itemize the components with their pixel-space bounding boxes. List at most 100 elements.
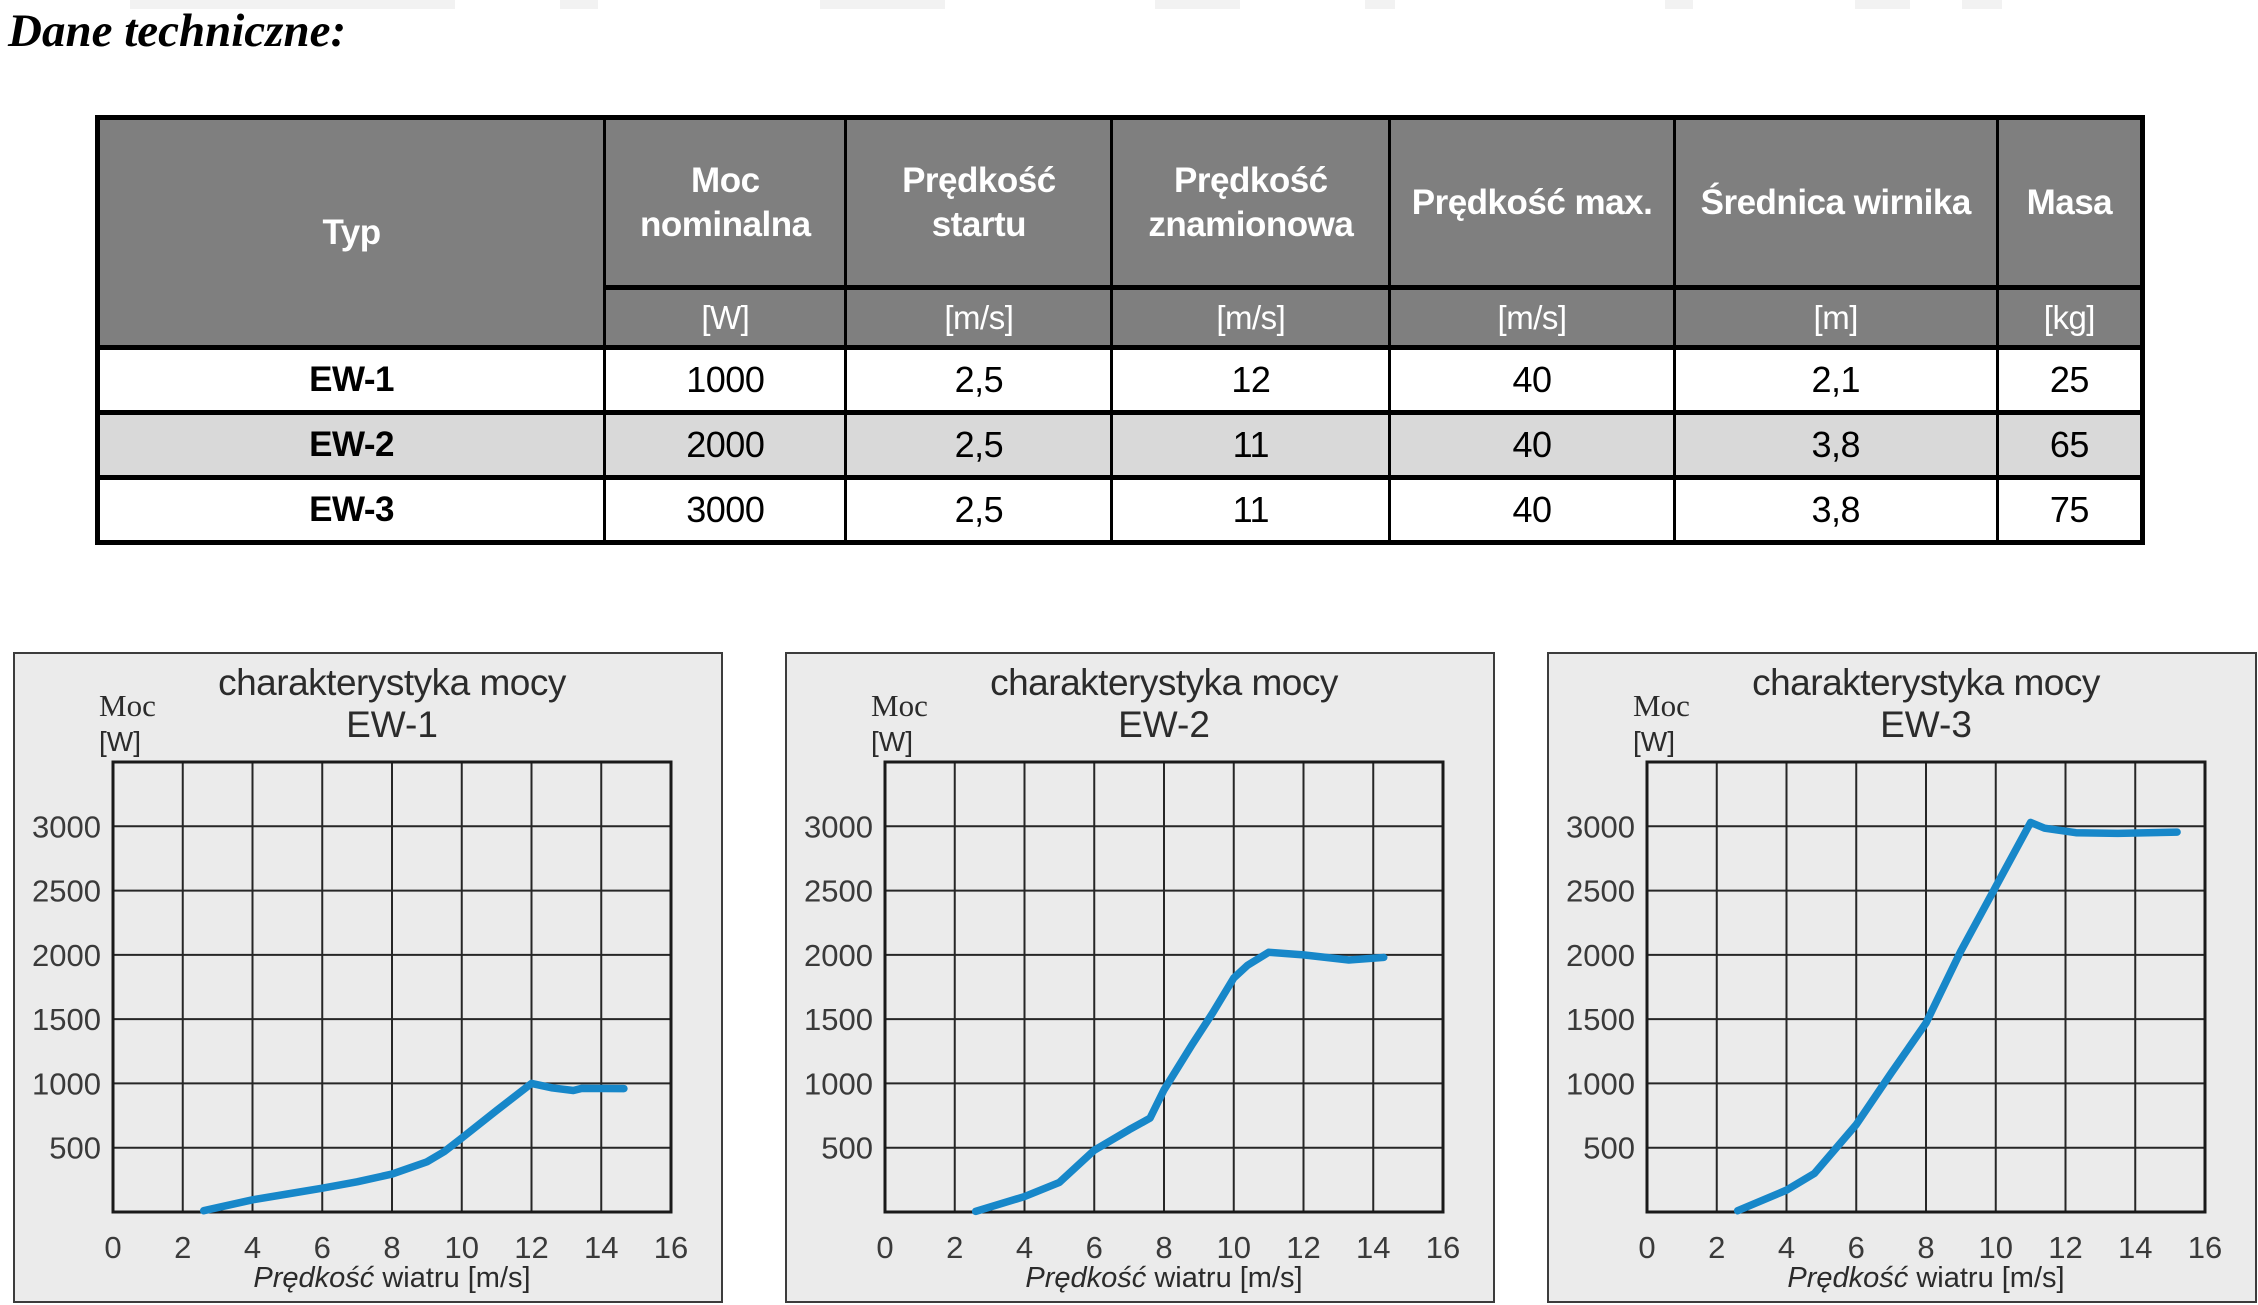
unit-kg: [kg]: [1995, 285, 2145, 350]
chart-title: charakterystyka mocy: [990, 662, 1338, 703]
column-header-srednica-wirnika: Średnica wirnika: [1672, 115, 1999, 290]
scan-artifact: [1855, 0, 1910, 9]
y-tick-label: 1000: [1566, 1066, 1635, 1101]
x-tick-label: 10: [1979, 1230, 2013, 1265]
x-tick-label: 6: [1848, 1230, 1865, 1265]
y-axis-unit: [W]: [871, 726, 913, 757]
cell-typ: EW-1: [95, 345, 607, 415]
cell-value: 40: [1388, 410, 1676, 480]
y-tick-label: 500: [49, 1131, 101, 1166]
x-axis-label-italic: Prędkość: [253, 1262, 375, 1294]
x-axis-label-italic: Prędkość: [1025, 1262, 1147, 1294]
column-header-predkosc-znamionowa: Prędkość znamionowa: [1110, 115, 1392, 290]
scan-artifact: [1365, 0, 1395, 9]
x-tick-label: 4: [244, 1230, 261, 1265]
chart-subtitle: EW-2: [1118, 704, 1210, 745]
x-tick-label: 2: [1708, 1230, 1725, 1265]
column-header-masa: Masa: [1995, 115, 2145, 290]
y-tick-label: 1500: [32, 1002, 101, 1037]
y-tick-label: 2500: [804, 874, 873, 909]
plot-frame: [883, 760, 1445, 1214]
cell-value: 2,5: [844, 410, 1114, 480]
x-tick-label: 16: [654, 1230, 688, 1265]
x-axis-label-rest: wiatru [m/s]: [374, 1262, 531, 1294]
x-axis-label: Prędkość wiatru [m/s]: [113, 1262, 671, 1295]
unit-ms-2: [m/s]: [1110, 285, 1392, 350]
x-axis-label-italic: Prędkość: [1787, 1262, 1909, 1294]
power-curve: [199, 1079, 628, 1215]
cell-value: 11: [1110, 475, 1392, 545]
unit-ms-1: [m/s]: [844, 285, 1114, 350]
cell-value: 3000: [603, 475, 848, 545]
x-tick-label: 10: [445, 1230, 479, 1265]
scan-artifact: [130, 0, 455, 9]
chart-subtitle: EW-3: [1880, 704, 1972, 745]
y-axis-unit: [W]: [99, 726, 141, 757]
scan-artifact: [1665, 0, 1693, 9]
x-tick-label: 8: [1155, 1230, 1172, 1265]
x-tick-label: 16: [1426, 1230, 1460, 1265]
power-curve: [971, 948, 1388, 1216]
x-tick-label: 0: [876, 1230, 893, 1265]
y-tick-label: 2500: [32, 874, 101, 909]
cell-value: 75: [1995, 475, 2145, 545]
unit-w: [W]: [603, 285, 848, 350]
table-row-ew1: EW-1 1000 2,5 12 40 2,1 25: [95, 345, 2145, 415]
x-tick-label: 4: [1016, 1230, 1033, 1265]
cell-value: 40: [1388, 475, 1676, 545]
power-chart-ew1: 500 1000 1500 2000 2500 3000 0 2 4 6 8 10 12 14 16 cha…: [13, 652, 723, 1303]
x-tick-label: 2: [174, 1230, 191, 1265]
y-axis-unit: [W]: [1633, 726, 1675, 757]
column-header-moc-nominalna: Moc nominalna: [603, 115, 848, 290]
cell-typ: EW-2: [95, 410, 607, 480]
chart-title: charakterystyka mocy: [1752, 662, 2100, 703]
plot-frame: [111, 760, 673, 1214]
column-header-typ: Typ: [95, 115, 607, 350]
x-tick-label: 12: [2048, 1230, 2082, 1265]
chart-subtitle: EW-1: [346, 704, 438, 745]
y-tick-label: 3000: [32, 809, 101, 844]
table-row-ew2: EW-2 2000 2,5 11 40 3,8 65: [95, 410, 2145, 480]
scan-artifact: [560, 0, 598, 9]
cell-typ: EW-3: [95, 475, 607, 545]
y-axis-label: Moc: [1633, 688, 1690, 723]
y-tick-label: 1500: [1566, 1002, 1635, 1037]
x-tick-label: 14: [584, 1230, 618, 1265]
x-tick-label: 4: [1778, 1230, 1795, 1265]
x-tick-label: 8: [1917, 1230, 1934, 1265]
y-tick-label: 500: [821, 1131, 873, 1166]
cell-value: 1000: [603, 345, 848, 415]
chart-plot-area: 500 1000 1500 2000 2500 3000 0 2 4 6 8 10 12 14 16: [1566, 760, 2222, 1265]
cell-value: 2,5: [844, 475, 1114, 545]
spec-table: Typ Moc nominalna Prędkość startu Prędko…: [95, 115, 2145, 545]
power-chart-ew2: 500 1000 1500 2000 2500 3000 0 2 4 6 8 10 12 14 16 cha…: [785, 652, 1495, 1303]
table-row-ew3: EW-3 3000 2,5 11 40 3,8 75: [95, 475, 2145, 545]
page-title: Dane techniczne:: [8, 5, 347, 57]
y-tick-label: 3000: [1566, 809, 1635, 844]
cell-value: 3,8: [1672, 410, 1999, 480]
x-axis-label-rest: wiatru [m/s]: [1908, 1262, 2065, 1294]
y-tick-label: 1000: [804, 1066, 873, 1101]
x-tick-label: 0: [1638, 1230, 1655, 1265]
scan-artifact: [820, 0, 945, 9]
chart-title: charakterystyka mocy: [218, 662, 566, 703]
scan-artifact: [1155, 0, 1240, 9]
cell-value: 65: [1995, 410, 2145, 480]
cell-value: 2,5: [844, 345, 1114, 415]
x-axis-label: Prędkość wiatru [m/s]: [885, 1262, 1443, 1295]
x-tick-label: 8: [383, 1230, 400, 1265]
column-header-predkosc-max: Prędkość max.: [1388, 115, 1676, 290]
chart-plot-area: 500 1000 1500 2000 2500 3000 0 2 4 6 8 10 12 14 16: [804, 760, 1460, 1265]
x-tick-label: 14: [1356, 1230, 1390, 1265]
x-tick-label: 6: [314, 1230, 331, 1265]
x-tick-label: 6: [1086, 1230, 1103, 1265]
cell-value: 12: [1110, 345, 1392, 415]
y-tick-label: 1000: [32, 1066, 101, 1101]
cell-value: 2000: [603, 410, 848, 480]
y-axis-label: Moc: [99, 688, 156, 723]
power-curve: [1733, 818, 2181, 1215]
y-tick-label: 2000: [1566, 938, 1635, 973]
x-tick-label: 2: [946, 1230, 963, 1265]
unit-m: [m]: [1672, 285, 1999, 350]
